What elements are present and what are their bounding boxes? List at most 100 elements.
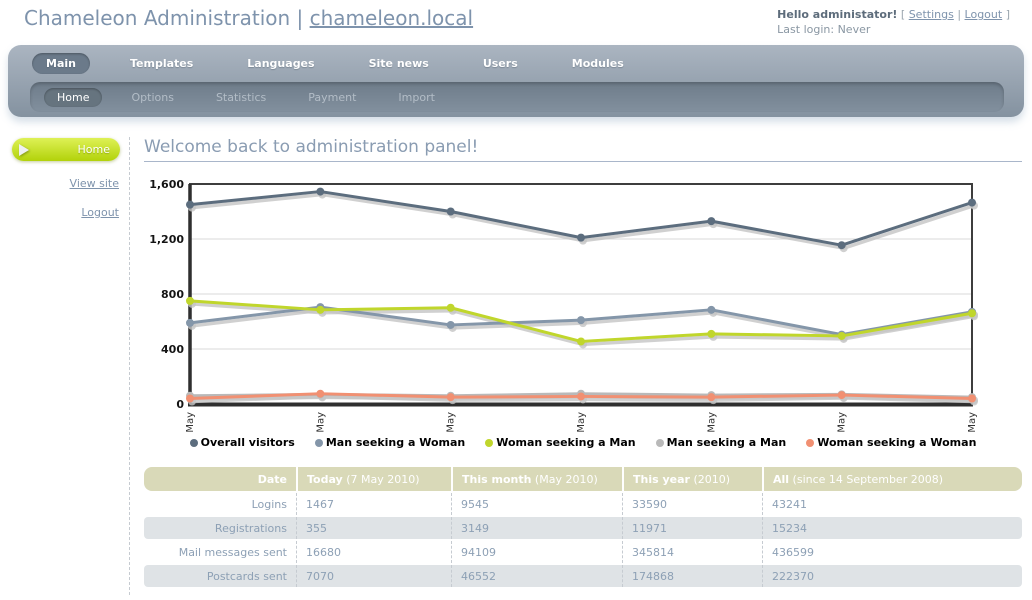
- legend-label: Woman seeking a Man: [496, 436, 636, 449]
- legend-label: Man seeking a Woman: [325, 436, 466, 449]
- main-nav-item-templates[interactable]: Templates: [129, 57, 194, 70]
- row-label: Logins: [251, 497, 287, 511]
- stats-header-all: All (since 14 September 2008): [762, 467, 1022, 491]
- content-area: Welcome back to administration panel! 0 4…: [130, 137, 1032, 595]
- navigation-bar: Main Templates Languages Site news Users Modu…: [8, 45, 1024, 117]
- legend-dot-icon: [806, 438, 815, 447]
- bracket-left: [: [900, 8, 906, 21]
- y-axis-tick-label: 1,200: [149, 233, 184, 246]
- main-nav-item-users[interactable]: Users: [482, 57, 518, 70]
- stats-table: Date Today (7 May 2010) This month (May 20…: [144, 465, 1022, 589]
- top-header: Chameleon Administration | chameleon.loc…: [0, 0, 1032, 45]
- sidebar-link-view-site[interactable]: View site: [69, 177, 119, 190]
- row-value: 7070: [296, 565, 451, 587]
- table-row-registrations: Registrations 355 3149 11971 15234: [144, 517, 1022, 539]
- main-nav: Main Templates Languages Site news Users Modu…: [8, 45, 1024, 82]
- row-value: 16680: [296, 541, 451, 563]
- x-axis-tick-label: 1 May: [185, 412, 196, 436]
- main-layout: Home View site Logout Welcome back to adm…: [0, 137, 1032, 595]
- data-point-man-seeking-a-woman: [446, 320, 455, 329]
- main-nav-item-main[interactable]: Main: [32, 53, 90, 74]
- sidebar-home-button[interactable]: Home: [12, 138, 120, 161]
- data-point-overall-visitors: [968, 198, 976, 207]
- visitors-line-chart: 0 400 800 1,200 1,600 1 May 2 May 3 May 4 May 5 M…: [149, 178, 978, 436]
- domain-link[interactable]: chameleon.local: [309, 6, 474, 30]
- row-value: 3149: [451, 517, 622, 539]
- sidebar-link-logout[interactable]: Logout: [81, 206, 119, 219]
- chart-legend: Overall visitors Man seeking a Woman Woman…: [144, 436, 1022, 449]
- y-axis-tick-label: 0: [176, 398, 184, 411]
- sub-nav-item-options[interactable]: Options: [131, 90, 174, 104]
- legend-dot-icon: [314, 438, 323, 447]
- row-value: 43241: [762, 493, 1022, 515]
- row-value: 11971: [622, 517, 762, 539]
- y-axis-tick-label: 800: [161, 288, 184, 301]
- sub-nav-item-import[interactable]: Import: [398, 90, 435, 104]
- legend-item-man-seeking-a-man: Man seeking a Man: [655, 436, 787, 449]
- row-value: 94109: [451, 541, 622, 563]
- stats-header-this-month: This month (May 2010): [451, 467, 622, 491]
- data-point-woman-seeking-a-man: [186, 296, 194, 305]
- main-nav-item-languages[interactable]: Languages: [247, 57, 315, 70]
- data-point-man-seeking-a-woman: [707, 305, 716, 314]
- welcome-heading: Welcome back to administration panel!: [144, 137, 1022, 162]
- legend-item-overall-visitors: Overall visitors: [189, 436, 295, 449]
- greeting-text: Hello administator!: [777, 8, 898, 21]
- sidebar-links: View site Logout: [12, 177, 120, 219]
- sub-nav-item-payment[interactable]: Payment: [308, 90, 357, 104]
- logout-link[interactable]: Logout: [964, 8, 1003, 21]
- bracket-right: ]: [1005, 8, 1010, 21]
- legend-dot-icon: [655, 438, 664, 447]
- row-value: 33590: [622, 493, 762, 515]
- legend-item-man-seeking-a-woman: Man seeking a Woman: [314, 436, 466, 449]
- main-nav-item-site-news[interactable]: Site news: [368, 57, 429, 70]
- data-point-woman-seeking-a-woman: [577, 392, 585, 401]
- legend-dot-icon: [485, 438, 494, 447]
- row-label: Postcards sent: [144, 565, 296, 587]
- x-axis-tick-label: 4 May: [576, 412, 587, 436]
- data-point-woman-seeking-a-man: [577, 337, 585, 346]
- data-point-man-seeking-a-woman: [577, 316, 585, 325]
- app-title-text: Chameleon Administration |: [24, 6, 310, 30]
- row-value: 15234: [762, 517, 1022, 539]
- data-point-woman-seeking-a-man: [707, 329, 716, 338]
- data-point-woman-seeking-a-man: [837, 331, 846, 340]
- main-nav-item-modules[interactable]: Modules: [571, 57, 624, 70]
- x-axis-tick-label: 5 May: [706, 412, 717, 436]
- data-point-woman-seeking-a-woman: [968, 394, 976, 403]
- user-box: Hello administator! [ Settings | Logout …: [777, 7, 1010, 37]
- table-row-logins: Logins 1467 9545 33590 43241: [144, 493, 1022, 515]
- row-value: 1467: [296, 493, 451, 515]
- data-point-overall-visitors: [186, 200, 194, 209]
- data-point-woman-seeking-a-woman: [837, 391, 846, 400]
- legend-dot-icon: [189, 438, 198, 447]
- sub-nav-item-home[interactable]: Home: [44, 87, 103, 107]
- link-separator: |: [957, 8, 962, 21]
- data-point-woman-seeking-a-man: [968, 309, 976, 318]
- greeting-line: Hello administator! [ Settings | Logout …: [777, 7, 1010, 22]
- data-point-overall-visitors: [316, 187, 325, 196]
- sidebar: Home View site Logout: [0, 137, 130, 595]
- data-point-woman-seeking-a-woman: [446, 393, 455, 402]
- last-login-text: Last login: Never: [777, 23, 871, 36]
- stats-table-body: Logins 1467 9545 33590 43241 Registrations 355…: [144, 493, 1022, 587]
- row-label: Mail messages sent: [178, 545, 287, 559]
- data-point-man-seeking-a-woman: [186, 318, 194, 327]
- settings-link[interactable]: Settings: [908, 8, 954, 21]
- table-row-mail-messages-sent: Mail messages sent 16680 94109 345814 436599: [144, 541, 1022, 563]
- stats-header-this-year: This year (2010): [622, 467, 762, 491]
- row-value: 355: [296, 517, 451, 539]
- legend-label: Man seeking a Man: [666, 436, 787, 449]
- row-value: 345814: [622, 541, 762, 563]
- stats-header-today: Today (7 May 2010): [296, 467, 451, 491]
- sidebar-home-label: Home: [77, 143, 110, 156]
- table-row-postcards-sent: Postcards sent 7070 46552 174868 222370: [144, 565, 1022, 587]
- x-axis-tick-label: 2 May: [315, 412, 326, 436]
- data-point-woman-seeking-a-man: [316, 305, 325, 314]
- sub-nav-item-statistics[interactable]: Statistics: [215, 90, 267, 104]
- data-point-overall-visitors: [707, 217, 716, 226]
- row-value: 46552: [451, 565, 622, 587]
- row-label: Registrations: [144, 517, 296, 539]
- sub-nav: Home Options Statistics Payment Import: [30, 82, 1004, 112]
- legend-item-woman-seeking-a-man: Woman seeking a Man: [485, 436, 636, 449]
